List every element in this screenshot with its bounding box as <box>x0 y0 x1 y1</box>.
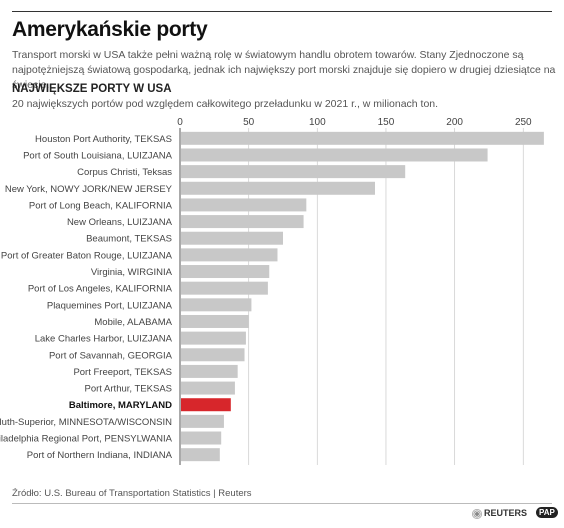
category-label: Houston Port Authority, TEKSAS <box>35 134 172 145</box>
category-label: Port Arthur, TEKSAS <box>85 384 172 395</box>
bar <box>181 215 304 229</box>
category-label: Lake Charles Harbor, LUIZJANA <box>35 334 173 345</box>
page-title: Amerykańskie porty <box>12 18 208 41</box>
chart-heading: NAJWIĘKSZE PORTY W USA <box>12 83 172 95</box>
bar <box>181 414 224 428</box>
category-label: New Orleans, LUIZJANA <box>67 217 173 228</box>
reuters-logo-icon <box>472 509 482 519</box>
x-tick-label: 0 <box>177 117 183 128</box>
bar <box>181 265 270 279</box>
category-label: Port of Northern Indiana, INDIANA <box>27 450 173 461</box>
top-rule <box>12 11 552 12</box>
bar <box>181 364 238 378</box>
category-label: Port of Long Beach, KALIFORNIA <box>29 200 173 211</box>
bar <box>181 314 249 328</box>
bar <box>181 181 375 195</box>
bar <box>181 331 246 345</box>
bar <box>181 381 235 395</box>
x-tick-label: 50 <box>243 117 255 128</box>
bar <box>181 298 252 312</box>
category-label: Port of Greater Baton Rouge, LUIZJANA <box>1 250 173 261</box>
bar <box>181 281 268 295</box>
pap-logo: PAP <box>536 507 558 518</box>
category-label: Port of South Louisiana, LUIZJANA <box>23 150 173 161</box>
category-label: Duluth-Superior, MINNESOTA/WISCONSIN <box>0 417 172 428</box>
category-label: Beaumont, TEKSAS <box>86 234 172 245</box>
x-tick-label: 200 <box>446 117 463 128</box>
source-note: Źródło: U.S. Bureau of Transportation St… <box>12 488 252 499</box>
bar <box>181 448 220 462</box>
chart-subheading: 20 największych portów pod względem całk… <box>12 98 439 110</box>
category-label: Philadelphia Regional Port, PENSYLWANIA <box>0 434 173 445</box>
bar-chart: 0 50 100 150 200 250 Houston Port Authority, T… <box>0 117 544 465</box>
category-label: Plaquemines Port, LUIZJANA <box>47 300 173 311</box>
bar <box>181 231 283 245</box>
bar <box>181 148 488 162</box>
x-tick-label: 100 <box>309 117 326 128</box>
bar <box>181 165 406 179</box>
category-label: Corpus Christi, Teksas <box>77 167 172 178</box>
bottom-rule <box>12 503 552 504</box>
category-label: Mobile, ALABAMA <box>94 317 172 328</box>
category-label: Port Freeport, TEKSAS <box>73 367 172 378</box>
bar <box>181 131 544 145</box>
bar <box>181 348 245 362</box>
bar <box>181 431 222 445</box>
category-label: Port of Savannah, GEORGIA <box>49 350 173 361</box>
bar <box>181 198 307 212</box>
x-tick-label: 250 <box>515 117 532 128</box>
reuters-logo: REUTERS <box>484 508 528 518</box>
page-description: Transport morski w USA także pełni ważną… <box>12 49 556 91</box>
bar-highlight <box>181 398 231 412</box>
category-label: New York, NOWY JORK/NEW JERSEY <box>5 184 173 195</box>
bar <box>181 248 278 262</box>
category-label: Baltimore, MARYLAND <box>69 400 172 411</box>
x-tick-label: 150 <box>378 117 395 128</box>
category-label: Port of Los Angeles, KALIFORNIA <box>28 284 173 295</box>
category-label: Virginia, WIRGINIA <box>91 267 173 278</box>
